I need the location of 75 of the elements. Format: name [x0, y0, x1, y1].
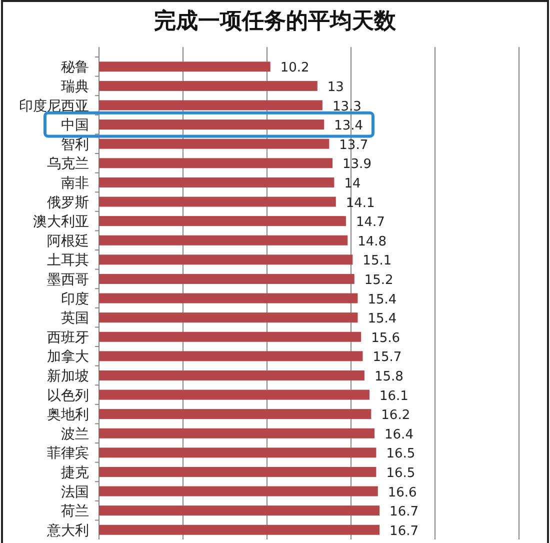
data-label: 15.4: [368, 292, 397, 308]
y-tick-label: 以色列: [47, 388, 89, 404]
bar: [99, 428, 375, 438]
y-tick-label: 墨西哥: [47, 272, 89, 288]
data-label: 14.8: [358, 234, 387, 250]
data-label: 14.1: [346, 196, 375, 211]
data-label: 13.7: [339, 138, 368, 153]
data-label: 16.1: [379, 388, 408, 404]
data-label: 13.4: [334, 118, 364, 134]
bar: [99, 351, 363, 362]
data-label: 15.6: [371, 330, 400, 346]
bar: [99, 293, 358, 304]
bar: [99, 390, 370, 400]
data-label: 15.4: [368, 312, 397, 327]
data-label: 15.1: [362, 254, 392, 269]
data-label: 13.3: [332, 99, 362, 114]
y-tick-label: 俄罗斯: [47, 194, 89, 211]
bar: [99, 216, 346, 226]
bar: [99, 158, 333, 168]
bar: [99, 196, 336, 207]
bar: [99, 466, 376, 477]
bar: [99, 235, 348, 246]
data-label: 15.7: [372, 350, 402, 366]
y-tick-label: 西班牙: [47, 330, 89, 346]
y-tick-label: 波兰: [61, 426, 89, 442]
bar: [99, 486, 378, 496]
y-tick-label: 奥地利: [47, 407, 89, 424]
bar: [99, 274, 354, 284]
bar: [99, 120, 324, 130]
y-tick-label: 菲律宾: [47, 446, 89, 462]
y-tick-label: 捷克: [61, 464, 89, 481]
data-label: 14.7: [356, 215, 385, 230]
y-tick-label: 新加坡: [47, 368, 89, 384]
data-label: 14: [344, 176, 361, 192]
bar: [99, 177, 334, 188]
data-label: 16.6: [388, 485, 417, 500]
bar: [99, 312, 358, 323]
data-label: 16.2: [381, 408, 410, 424]
y-tick-label: 英国: [61, 310, 89, 327]
y-tick-label: 南非: [61, 175, 89, 192]
y-tick-label: 乌克兰: [47, 156, 89, 172]
bar: [99, 506, 380, 516]
data-label: 13.9: [342, 157, 372, 172]
y-tick-label: 瑞典: [61, 78, 89, 95]
data-label: 13: [327, 80, 344, 95]
y-tick-label: 澳大利亚: [33, 214, 89, 230]
bar: [99, 138, 330, 149]
bar: [99, 80, 318, 91]
y-tick-label: 荷兰: [61, 504, 89, 520]
bar: [99, 62, 270, 72]
y-tick-label: 意大利: [46, 522, 89, 539]
data-label: 16.5: [386, 446, 416, 462]
data-label: 10.2: [280, 60, 310, 76]
data-label: 16.5: [386, 466, 416, 481]
data-label: 15.8: [374, 369, 404, 384]
bar: [99, 524, 380, 535]
y-tick-label: 印度: [61, 291, 89, 308]
y-tick-label: 加拿大: [47, 349, 89, 366]
data-label: 15.2: [364, 272, 394, 288]
y-tick-label: 法国: [61, 484, 89, 500]
y-tick-label: 阿根廷: [47, 233, 89, 250]
bar: [99, 370, 364, 380]
bar: [99, 254, 353, 265]
bar: [99, 409, 372, 420]
data-label: 16.7: [390, 524, 419, 539]
y-tick-label: 中国: [61, 118, 89, 134]
chart-title: 完成一项任务的平均天数: [154, 8, 397, 34]
y-tick-label: 智利: [61, 136, 89, 153]
bar: [99, 100, 322, 110]
y-tick-label: 土耳其: [47, 252, 89, 269]
data-label: 16.7: [390, 504, 419, 520]
bar: [99, 448, 376, 458]
y-tick-label: 秘鲁: [61, 60, 89, 76]
data-label: 16.4: [384, 427, 414, 442]
bar: [99, 332, 362, 342]
